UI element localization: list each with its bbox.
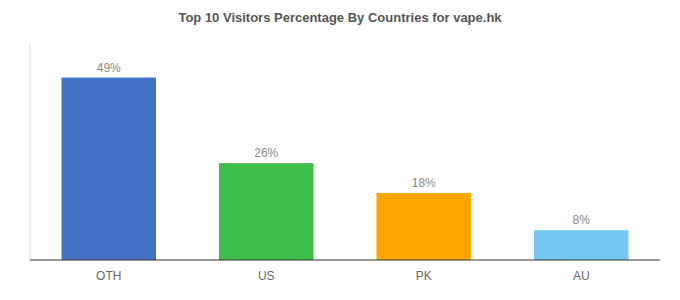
bars <box>62 78 629 260</box>
bar <box>62 78 157 260</box>
data-labels: 49% 26% 18% 8% <box>97 61 591 228</box>
data-label: 49% <box>97 61 121 75</box>
data-label: 18% <box>412 176 436 190</box>
bar <box>377 193 472 260</box>
chart-title: Top 10 Visitors Percentage By Countries … <box>178 10 502 25</box>
data-label: 8% <box>573 213 591 227</box>
x-tick-label: OTH <box>96 269 121 283</box>
x-tick-label: AU <box>573 269 590 283</box>
x-axis-line <box>30 260 660 261</box>
y-axis-line <box>30 44 31 260</box>
chart-container: Top 10 Visitors Percentage By Countries … <box>0 0 680 300</box>
data-label: 26% <box>254 146 278 160</box>
bar <box>534 230 629 260</box>
chart-svg: Top 10 Visitors Percentage By Countries … <box>0 0 680 300</box>
x-tick-label: PK <box>416 269 432 283</box>
bar <box>219 163 314 260</box>
x-tick-labels: OTH US PK AU <box>96 269 590 283</box>
x-tick-label: US <box>258 269 275 283</box>
